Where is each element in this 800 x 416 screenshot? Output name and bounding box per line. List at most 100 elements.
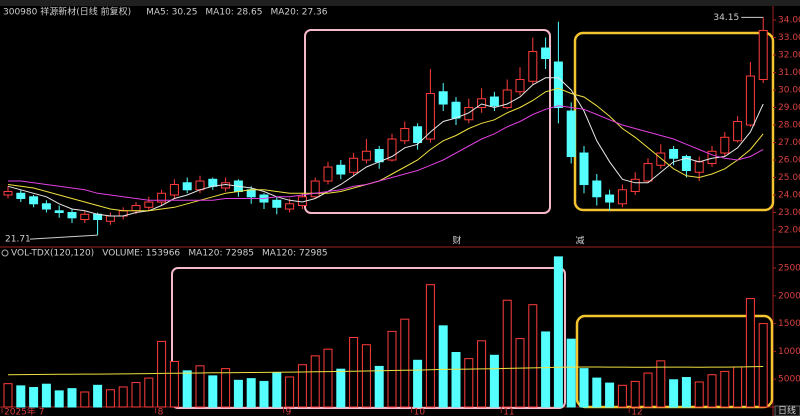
volume-bar bbox=[272, 372, 282, 408]
volume-bar bbox=[349, 337, 359, 408]
period-label[interactable]: 日线 bbox=[778, 405, 796, 416]
legend-entry: VOLUME: 153966 bbox=[102, 249, 180, 259]
volume-bar bbox=[643, 372, 653, 408]
highlight-box bbox=[171, 267, 566, 409]
volume-bar bbox=[361, 344, 371, 408]
y-tick-label: 28.00 bbox=[778, 121, 800, 131]
volume-bar bbox=[93, 384, 103, 408]
candle-body bbox=[605, 194, 615, 203]
volume-bar bbox=[182, 370, 192, 408]
candle-body bbox=[182, 182, 192, 191]
volume-bar bbox=[425, 284, 435, 408]
x-tick-label: 8 bbox=[158, 408, 164, 416]
volume-bar bbox=[592, 377, 602, 408]
candle-body bbox=[451, 101, 461, 119]
volume-bar bbox=[195, 365, 205, 408]
volume-bar bbox=[285, 376, 295, 408]
candle-body bbox=[80, 213, 90, 221]
candle-body bbox=[438, 91, 448, 105]
event-marker: 财 bbox=[452, 235, 461, 247]
y-tick-label: 29.00 bbox=[778, 103, 800, 113]
candle-body bbox=[579, 152, 589, 186]
candle-body bbox=[208, 178, 218, 187]
low-label: 21.71 bbox=[5, 235, 31, 245]
candle-body bbox=[336, 164, 346, 175]
volume-bar bbox=[477, 340, 487, 408]
volume-bar bbox=[80, 391, 90, 408]
volume-bar bbox=[553, 256, 563, 408]
candle-body bbox=[41, 203, 51, 210]
indicator-title: VOL-TDX(120,120) bbox=[11, 249, 94, 259]
volume-bar bbox=[297, 364, 307, 408]
volume-bar bbox=[157, 340, 167, 408]
volume-bar bbox=[528, 304, 538, 408]
candle-body bbox=[477, 98, 487, 109]
legend-entry: MA120: 72985 bbox=[188, 249, 254, 259]
candle-body bbox=[669, 149, 679, 159]
candle-body bbox=[272, 199, 282, 208]
low-pointer bbox=[29, 234, 98, 240]
legend-entry: MA10: 28.65 bbox=[205, 8, 262, 18]
candle-body bbox=[630, 178, 640, 193]
volume-bar bbox=[464, 358, 474, 408]
volume-bar bbox=[541, 331, 551, 408]
candle-body bbox=[515, 79, 525, 93]
volume-bar bbox=[669, 379, 679, 408]
event-marker: 减 bbox=[575, 235, 584, 247]
ma-line bbox=[8, 105, 764, 201]
volume-bar bbox=[144, 377, 154, 408]
y-tick-label: 24.00 bbox=[778, 191, 800, 201]
volume-bar bbox=[745, 298, 755, 408]
volume-bar bbox=[707, 374, 717, 408]
candle-body bbox=[16, 192, 26, 200]
x-tick-label: 10 bbox=[414, 408, 426, 416]
y-tick-label: 23.00 bbox=[778, 208, 800, 218]
candle-body bbox=[425, 93, 435, 140]
volume-bar bbox=[169, 360, 179, 408]
candle-body bbox=[246, 189, 256, 198]
volume-bar bbox=[221, 368, 231, 408]
volume-bar bbox=[323, 348, 333, 408]
period-button[interactable] bbox=[774, 405, 800, 416]
volume-bar bbox=[656, 360, 666, 408]
candle-body bbox=[566, 110, 576, 158]
highlight-box bbox=[304, 29, 551, 214]
candle-body bbox=[157, 192, 167, 203]
y-tick-label: 25.00 bbox=[778, 173, 800, 183]
volume-bar bbox=[605, 382, 615, 408]
x-tick-label: 11 bbox=[503, 408, 514, 416]
ma-line bbox=[7, 77, 764, 217]
y-tick-label: 33.00 bbox=[778, 33, 800, 43]
candle-body bbox=[374, 149, 384, 163]
volume-bar bbox=[118, 386, 128, 408]
ma-line bbox=[7, 87, 764, 212]
volume-bar bbox=[374, 365, 384, 408]
volume-bar bbox=[579, 368, 589, 408]
candle-body bbox=[285, 203, 295, 210]
candle-body bbox=[758, 30, 768, 81]
candle-body bbox=[541, 47, 551, 60]
volume-bar bbox=[208, 375, 218, 408]
volume-bar bbox=[310, 355, 320, 408]
candle-body bbox=[745, 75, 755, 126]
chart-title: 300980 祥源新材(日线 前复权) bbox=[3, 6, 131, 18]
volume-bar bbox=[400, 318, 410, 408]
y-tick-label: 22.00 bbox=[778, 226, 800, 236]
volume-bar bbox=[67, 388, 77, 408]
candle-body bbox=[528, 51, 538, 82]
toolbar bbox=[0, 0, 800, 6]
y-tick-label: 34.00 bbox=[778, 16, 800, 26]
volume-bar bbox=[566, 338, 576, 408]
y-tick-label: 10000 bbox=[778, 347, 800, 357]
volume-bar bbox=[105, 389, 115, 408]
candle-body bbox=[105, 215, 115, 222]
x-tick-label: 9 bbox=[286, 408, 292, 416]
legend-entry: MA20: 27.36 bbox=[270, 8, 327, 18]
volume-bar bbox=[694, 381, 704, 408]
candle-body bbox=[502, 89, 512, 109]
candle-body bbox=[3, 191, 13, 196]
volume-bar bbox=[681, 377, 691, 408]
y-tick-label: 15000 bbox=[778, 319, 800, 329]
candle-body bbox=[681, 156, 691, 172]
candle-body bbox=[349, 157, 359, 173]
